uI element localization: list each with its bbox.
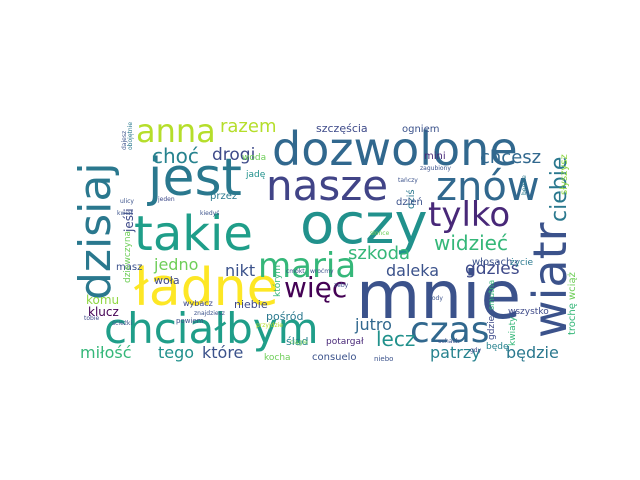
word-szkoda: szkoda [348,243,410,264]
word-razem: razem [220,116,277,137]
word-mini: mini [424,151,446,162]
word-nasze: nasze [266,161,388,210]
word-lecz: lecz [376,327,415,351]
word-bedzie-small: będzie [521,175,528,195]
word-mnie: mnie [356,257,521,334]
word-szczescia: szczęścia [316,122,368,135]
word-wybacz: wybacz [183,299,213,308]
word-kocha: kocha [264,353,291,363]
word-mody: mody [426,295,443,302]
word-sciezki: ścieżki [112,320,132,327]
word-kwiat: kwiat [117,210,134,217]
word-chcialbym: chciałbym [104,304,319,353]
word-chcesz: chcesz [480,147,541,168]
word-niebie: niebie [234,298,268,311]
word-znow: znów [436,164,540,210]
word-dozwolone: dozwolone [272,122,518,176]
word-bedzie: będzie [506,343,559,362]
word-ladne: ładne [134,258,279,318]
word-wrocmy: wroćmy [310,268,334,275]
word-dziewczyna: dziewczyna [123,231,133,283]
word-dzien: dzień [396,196,423,208]
word-gdzies: gdzieś [465,259,520,279]
word-jeden: jeden [157,196,175,203]
word-troche: trochę [567,303,578,335]
word-jest: jest [147,148,242,208]
word-wola: woła [154,274,180,287]
word-komu: komu [86,293,119,307]
word-kiedys: kiedyś [200,210,219,217]
word-masz: masz [116,262,142,273]
word-powiem: powiem [176,317,204,325]
word-zagubiony: zagubiony [420,165,451,172]
word-bede: będę [486,342,509,352]
word-jade: jadę [245,170,266,180]
word-jutro: jutro [354,315,392,334]
word-wszystko: wszystko [508,307,549,317]
word-slad: ślad [286,335,309,348]
word-ochach: ochach [438,338,460,345]
word-woda: woda [242,153,266,163]
word-wciaz: wciąż [567,272,578,300]
word-potargal: potargał [326,337,364,347]
word-gdzie: gdzie [487,315,497,340]
word-ciagle: ciągle [290,339,308,346]
cloud-background [73,120,578,372]
word-choc: choć [152,144,199,168]
word-wiec: więc [284,271,347,304]
word-obojetnie: obojętnie [127,122,134,150]
word-przyjdzie: przyjdzie [256,322,283,329]
word-tanczy: tańczy [398,177,418,184]
word-klucz: klucz [88,305,119,319]
word-czas: czas [410,310,490,351]
word-jesli: jeśli [122,208,136,233]
word-dzis: dziś [405,189,417,209]
word-anna: anna [136,112,216,150]
word-tobie: tobie [84,315,99,322]
word-tylko: tylko [428,195,510,235]
word-patrzy: patrzy [430,343,481,362]
word-slonce: słońce [370,230,390,237]
word-daleka: daleka [386,261,439,280]
word-wlosach: włosach [472,257,512,268]
word-ktore: które [202,343,243,362]
word-zeby: zeby [334,282,349,289]
word-dzisiaj: dzisiaj [70,162,121,300]
word-niebo: niebo [374,355,393,363]
word-widziec: widzieć [434,231,508,255]
word-drogi: drogi [212,145,255,165]
word-jedno: jedno [153,255,198,274]
word-znajdziesz: znajdziesz [194,310,225,317]
word-ciebie: ciebie [547,157,572,222]
word-przez: przez [210,191,237,202]
word-consuelo: consuelo [312,352,357,363]
word-gdy: gdy [470,347,482,354]
word-cmokt: cmokt [286,268,305,275]
word-wiatr: wiatr [523,222,577,338]
word-posrod: pośród [266,310,303,323]
word-zycie: życie [510,258,533,268]
word-takie: takie [134,206,253,262]
word-maria: maria [258,246,356,286]
word-dajesz: dajesz [121,131,128,150]
word-nikt: nikt [225,261,255,280]
word-milosc: miłość [80,343,132,362]
word-oczy: oczy [300,192,428,257]
word-kwiaty: kwiaty [508,316,518,346]
word-ktorym: którym [272,265,283,297]
word-ulicy: ulicy [120,198,134,205]
word-tego: tego [158,343,194,362]
word-smutna: smutna [487,280,496,310]
word-slyszysz: słyszysz [559,154,570,195]
word-ogniem: ogniem [402,124,439,135]
